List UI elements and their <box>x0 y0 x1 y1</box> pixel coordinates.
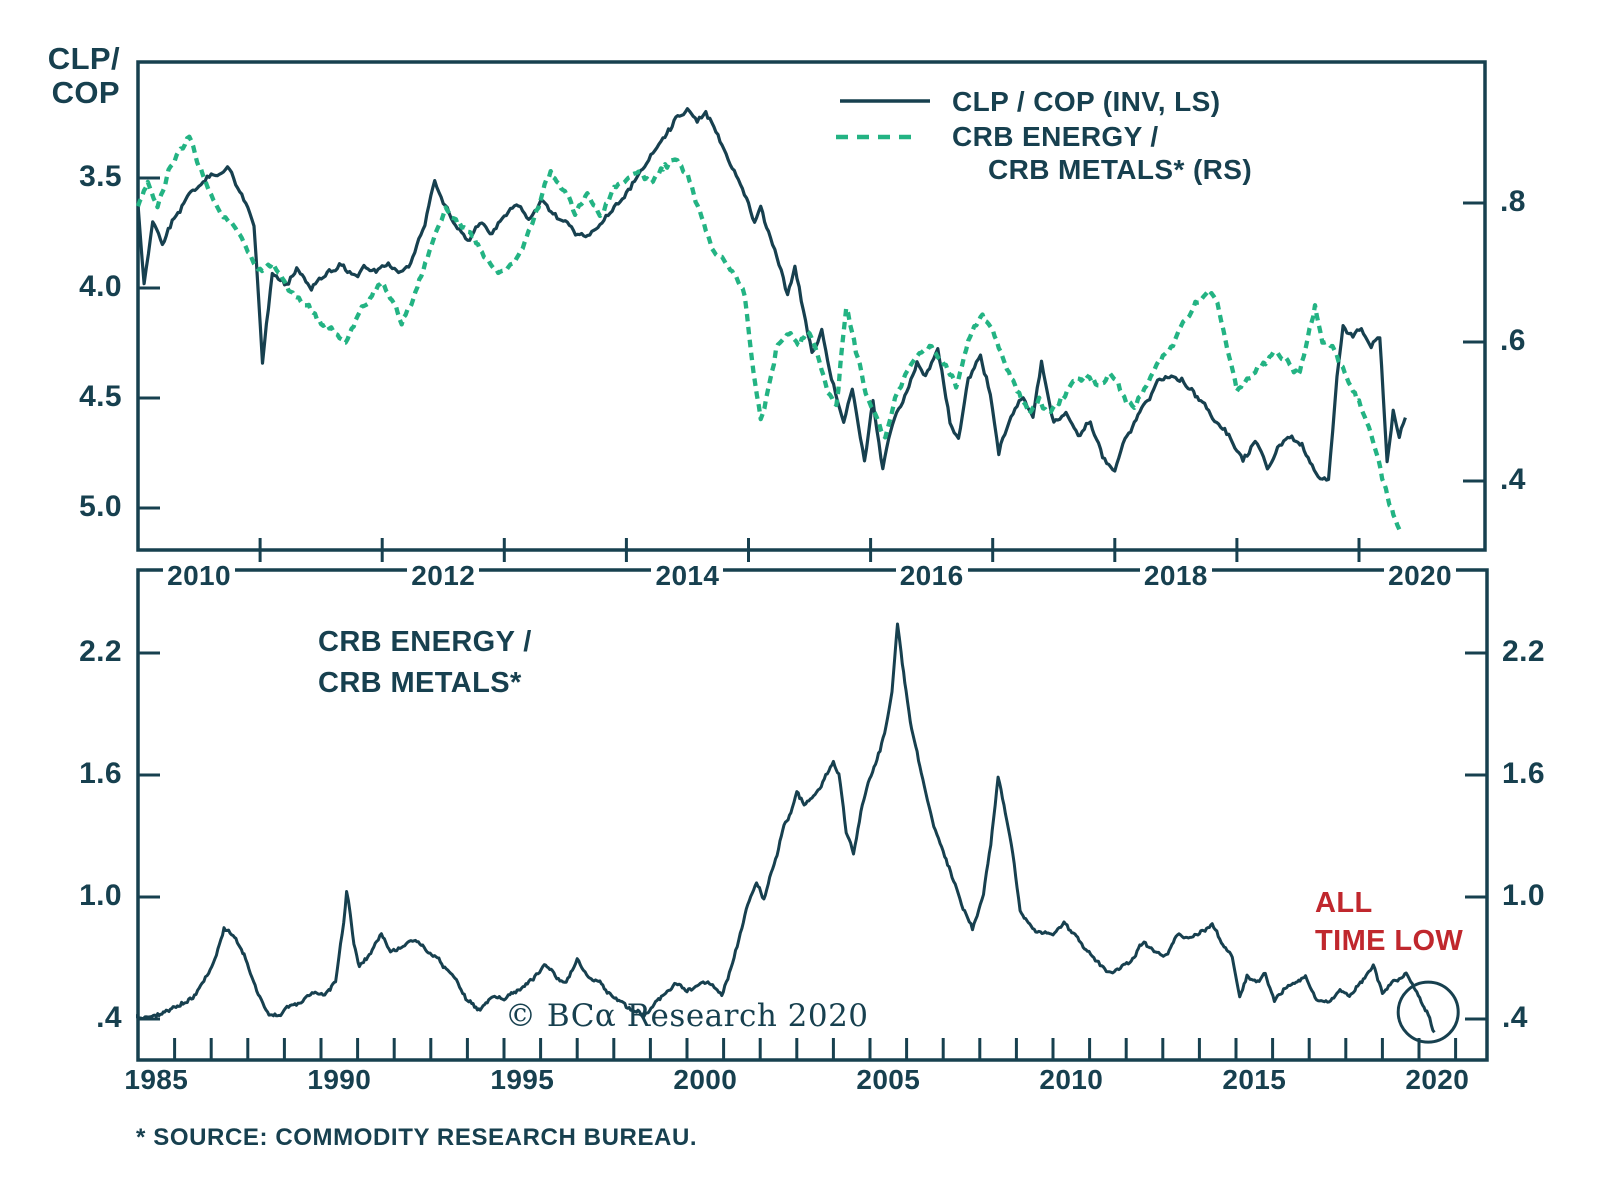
top-left-axis-label: 3.5 <box>79 160 122 193</box>
bottom-x-axis-year-label: 2010 <box>1039 1064 1104 1095</box>
top-x-axis-year-label: 2014 <box>651 560 724 592</box>
all-time-low-line2: TIME LOW <box>1315 925 1464 957</box>
top-panel-frame <box>136 60 1487 552</box>
top-x-axis-year-label: 2016 <box>895 560 968 592</box>
top-x-axis-year-label: 2018 <box>1139 560 1212 592</box>
top-x-axis-year-label: 2012 <box>407 560 480 592</box>
bottom-x-axis-year-label: 1985 <box>124 1064 189 1095</box>
all-time-low-annotation: ALL TIME LOW <box>1315 884 1463 960</box>
top-right-axis-label: .8 <box>1500 185 1526 218</box>
watermark: © BCα Research 2020 <box>505 998 869 1034</box>
top-left-axis-label: 5.0 <box>79 490 122 523</box>
left-axis-title-line2: COP <box>51 75 120 110</box>
bottom-x-axis-year-label: 2005 <box>856 1064 921 1095</box>
bottom-right-axis-label: 1.6 <box>1502 757 1545 790</box>
bottom-x-axis-year-label: 1990 <box>307 1064 372 1095</box>
bottom-x-axis-year-label: 2020 <box>1405 1064 1470 1095</box>
bottom-panel-title-line2: CRB METALS* <box>318 667 522 699</box>
bottom-panel-title-line1: CRB ENERGY / <box>318 626 532 658</box>
bottom-right-axis-label: 2.2 <box>1502 635 1545 668</box>
legend-label-series2-line1: CRB ENERGY / <box>952 121 1159 152</box>
left-axis-title: CLP/ COP <box>30 42 120 110</box>
bottom-x-axis-year-label: 2000 <box>673 1064 738 1095</box>
series-clp-cop-line <box>136 107 1407 482</box>
bottom-x-axis-year-label: 2015 <box>1222 1064 1287 1095</box>
source-footnote: * SOURCE: COMMODITY RESEARCH BUREAU. <box>136 1124 698 1151</box>
bottom-right-axis-label: 1.0 <box>1502 879 1545 912</box>
top-left-axis-label: 4.5 <box>79 380 122 413</box>
legend-label-series2-line2: CRB METALS* (RS) <box>988 154 1253 185</box>
top-right-axis-label: .6 <box>1500 324 1526 357</box>
top-right-axis-label: .4 <box>1500 463 1526 496</box>
all-time-low-line1: ALL <box>1315 887 1373 919</box>
top-left-axis-label: 4.0 <box>79 270 122 303</box>
bottom-x-axis-year-label: 1995 <box>490 1064 555 1095</box>
all-time-low-circle <box>1396 980 1460 1044</box>
bottom-left-axis-label: 1.0 <box>79 879 122 912</box>
bottom-left-axis-label: 2.2 <box>79 635 122 668</box>
left-axis-title-line1: CLP/ <box>47 41 120 76</box>
top-x-axis-year-label: 2010 <box>163 560 236 592</box>
bottom-right-axis-label: .4 <box>1502 1000 1528 1034</box>
series-crb-ratio-history-line <box>136 622 1436 1034</box>
bottom-left-axis-label: .4 <box>96 1000 122 1034</box>
legend-label-series1: CLP / COP (INV, LS) <box>952 86 1221 117</box>
series-crb-ratio-dashed-line <box>136 134 1402 531</box>
bottom-panel-title: CRB ENERGY / CRB METALS* <box>318 622 532 704</box>
bottom-left-axis-label: 1.6 <box>79 757 122 790</box>
top-x-axis-year-label: 2020 <box>1384 560 1457 592</box>
bottom-panel-frame <box>136 568 1489 1062</box>
